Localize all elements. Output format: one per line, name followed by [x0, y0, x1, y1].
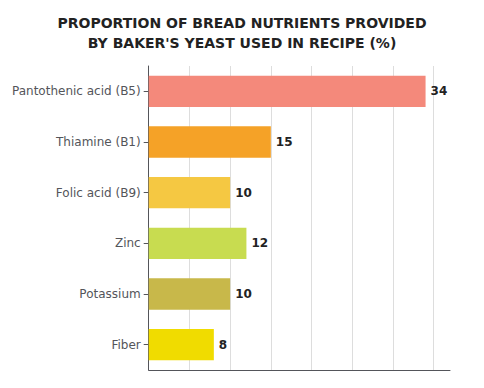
svg-text:10: 10	[235, 287, 252, 301]
svg-text:34: 34	[431, 84, 448, 98]
svg-text:12: 12	[251, 236, 268, 250]
svg-text:Pantothenic acid (B5): Pantothenic acid (B5)	[12, 84, 141, 98]
svg-text:Folic acid (B9): Folic acid (B9)	[56, 186, 141, 200]
svg-text:8: 8	[219, 338, 227, 352]
svg-text:BY BAKER'S YEAST USED IN RECIP: BY BAKER'S YEAST USED IN RECIPE (%)	[88, 35, 397, 51]
svg-text:10: 10	[235, 186, 252, 200]
svg-text:Thiamine (B1): Thiamine (B1)	[55, 135, 141, 149]
svg-text:Potassium: Potassium	[79, 287, 140, 301]
svg-text:15: 15	[276, 135, 293, 149]
svg-text:PROPORTION OF BREAD NUTRIENTS: PROPORTION OF BREAD NUTRIENTS PROVIDED	[57, 15, 426, 31]
svg-text:Zinc: Zinc	[115, 236, 141, 250]
svg-text:Fiber: Fiber	[111, 338, 140, 352]
